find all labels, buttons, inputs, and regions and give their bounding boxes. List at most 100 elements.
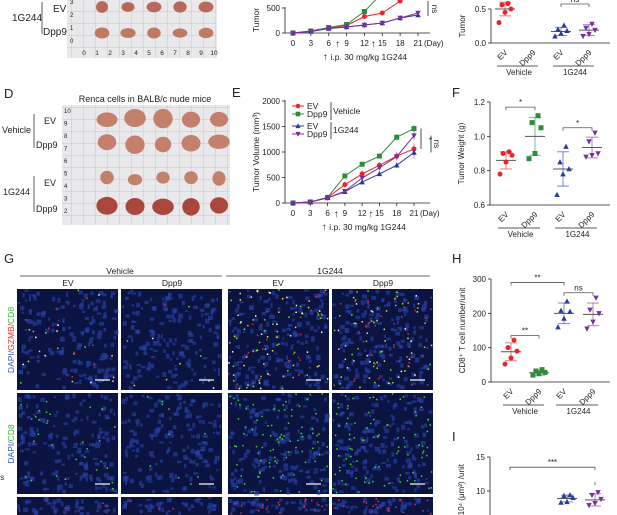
nucleus bbox=[416, 478, 421, 483]
nucleus bbox=[123, 360, 129, 363]
nucleus bbox=[333, 374, 338, 379]
stained-cell bbox=[304, 500, 306, 502]
nucleus bbox=[245, 405, 249, 411]
nucleus bbox=[187, 358, 191, 362]
y-tick-label: 300 bbox=[473, 275, 487, 284]
stained-cell bbox=[348, 438, 351, 441]
significance-label: ns bbox=[432, 140, 441, 148]
stained-cell bbox=[294, 326, 297, 329]
stained-cell bbox=[151, 337, 154, 340]
stained-cell bbox=[254, 315, 257, 317]
nucleus bbox=[73, 382, 77, 385]
nucleus bbox=[102, 355, 106, 361]
data-point bbox=[596, 311, 602, 317]
stained-cell bbox=[317, 441, 319, 443]
nucleus bbox=[208, 509, 211, 514]
nucleus bbox=[306, 356, 312, 360]
nucleus bbox=[109, 357, 113, 360]
group-label-1g244: 1G244 bbox=[3, 187, 30, 197]
nucleus bbox=[308, 376, 312, 381]
stained-cell bbox=[228, 362, 230, 364]
stained-cell bbox=[231, 351, 234, 353]
nucleus bbox=[181, 300, 186, 306]
data-point bbox=[592, 130, 598, 136]
data-point bbox=[589, 152, 595, 159]
data-point bbox=[376, 170, 383, 177]
nucleus bbox=[406, 443, 409, 449]
nucleus bbox=[349, 438, 353, 442]
nucleus bbox=[138, 291, 142, 297]
nucleus bbox=[338, 363, 343, 369]
stained-cell bbox=[353, 322, 356, 325]
nucleus bbox=[363, 439, 368, 444]
nucleus bbox=[340, 439, 344, 444]
nucleus bbox=[402, 465, 405, 469]
nucleus bbox=[303, 405, 308, 408]
nucleus bbox=[346, 448, 349, 452]
nucleus bbox=[388, 377, 392, 380]
injection-arrow-icon: ↑ bbox=[371, 39, 376, 50]
stained-cell bbox=[229, 395, 231, 398]
nucleus bbox=[33, 413, 36, 417]
nucleus bbox=[388, 502, 393, 507]
nucleus bbox=[29, 432, 33, 437]
dosing-annotation: i.p. 30 mg/kg 1G244 bbox=[331, 52, 408, 62]
nucleus bbox=[190, 448, 195, 454]
nucleus bbox=[140, 307, 144, 310]
nucleus bbox=[97, 434, 101, 439]
nucleus bbox=[316, 501, 319, 506]
nucleus bbox=[84, 376, 88, 380]
nucleus bbox=[345, 304, 350, 310]
stained-cell bbox=[237, 418, 240, 420]
stained-cell bbox=[272, 477, 275, 479]
group-label: 1G244 bbox=[563, 68, 588, 77]
stained-cell bbox=[403, 436, 405, 439]
nucleus bbox=[173, 381, 179, 384]
nucleus bbox=[250, 427, 254, 430]
stained-cell bbox=[250, 296, 253, 298]
nucleus bbox=[318, 305, 324, 309]
stained-cell bbox=[247, 384, 249, 386]
nucleus bbox=[60, 305, 65, 309]
stained-cell bbox=[287, 451, 290, 453]
nucleus bbox=[319, 468, 324, 472]
nucleus bbox=[199, 335, 202, 340]
stained-cell bbox=[297, 356, 300, 359]
nucleus bbox=[346, 445, 351, 450]
nucleus bbox=[122, 505, 127, 510]
nucleus bbox=[356, 331, 361, 335]
stained-cell bbox=[243, 328, 246, 330]
data-point bbox=[290, 200, 296, 206]
nucleus bbox=[304, 312, 308, 318]
nucleus bbox=[283, 475, 288, 481]
nucleus bbox=[83, 466, 89, 471]
stained-cell bbox=[177, 477, 180, 479]
stained-cell bbox=[335, 413, 338, 415]
stained-cell bbox=[421, 355, 424, 357]
nucleus bbox=[403, 421, 409, 424]
nucleus bbox=[346, 397, 351, 401]
nucleus bbox=[28, 349, 33, 352]
nucleus bbox=[26, 416, 31, 419]
nucleus bbox=[322, 489, 328, 493]
stained-cell bbox=[286, 296, 288, 299]
nucleus bbox=[295, 333, 300, 337]
nucleus bbox=[184, 503, 189, 508]
stained-cell bbox=[240, 321, 242, 323]
nucleus bbox=[168, 293, 171, 299]
stained-cell bbox=[256, 334, 259, 337]
stained-cell bbox=[301, 312, 303, 314]
stained-cell bbox=[387, 424, 389, 426]
data-point bbox=[514, 348, 520, 354]
nucleus bbox=[114, 309, 119, 313]
nucleus bbox=[30, 476, 34, 480]
stained-cell bbox=[373, 418, 375, 421]
nucleus bbox=[166, 386, 172, 389]
stained-cell bbox=[337, 329, 340, 332]
nucleus bbox=[98, 430, 104, 435]
nucleus bbox=[350, 323, 353, 326]
nucleus bbox=[409, 462, 413, 468]
stained-cell bbox=[295, 393, 297, 396]
stained-cell bbox=[126, 340, 129, 342]
nucleus bbox=[307, 458, 311, 464]
